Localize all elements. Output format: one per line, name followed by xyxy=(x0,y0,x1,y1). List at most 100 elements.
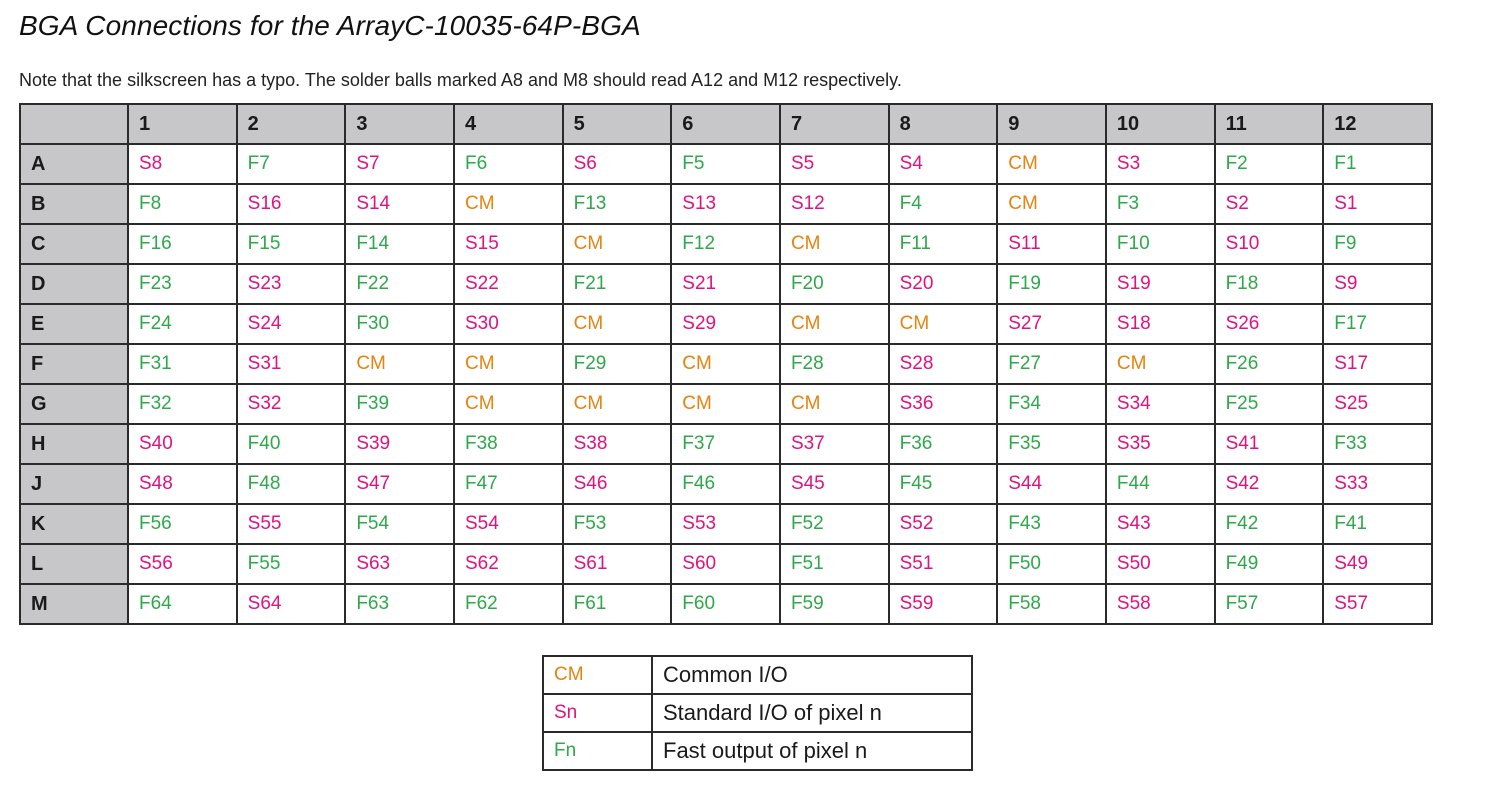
ball-cell: S53 xyxy=(670,503,781,545)
ball-cell: S55 xyxy=(235,503,347,545)
ball-cell: CM xyxy=(561,383,673,425)
ball-cell: F15 xyxy=(235,223,347,265)
column-header: 3 xyxy=(344,103,455,145)
ball-cell: CM xyxy=(561,303,673,345)
ball-cell: S8 xyxy=(127,143,238,185)
ball-cell: S9 xyxy=(1322,263,1433,305)
ball-cell: F7 xyxy=(235,143,347,185)
silkscreen-note: Note that the silkscreen has a typo. The… xyxy=(19,70,902,90)
ball-cell: CM xyxy=(1104,343,1216,385)
ball-cell: S46 xyxy=(561,463,673,505)
ball-cell: S60 xyxy=(670,543,781,585)
ball-cell: F26 xyxy=(1213,343,1325,385)
ball-cell: F1 xyxy=(1322,143,1433,185)
ball-cell: F28 xyxy=(778,343,890,385)
ball-cell: S11 xyxy=(996,223,1107,265)
ball-cell: CM xyxy=(996,143,1107,185)
ball-cell: S1 xyxy=(1322,183,1433,225)
ball-cell: S28 xyxy=(887,343,999,385)
row-header: M xyxy=(19,583,129,625)
ball-cell: F49 xyxy=(1213,543,1325,585)
row-header: B xyxy=(19,183,129,225)
legend-body: CM Common I/O Sn Standard I/O of pixel n Fn F… xyxy=(542,655,973,771)
ball-cell: S23 xyxy=(235,263,347,305)
ball-cell: S57 xyxy=(1322,583,1433,625)
ball-cell: S43 xyxy=(1104,503,1216,545)
bga-connections-table: 1 2 3 4 5 6 7 8 9 10 11 12 A S8 F7 S7 F6 S6 F5 S5 S4 CM S3 F2 F… xyxy=(19,103,1433,625)
ball-cell: S31 xyxy=(235,343,347,385)
ball-cell: F10 xyxy=(1104,223,1216,265)
ball-cell: F64 xyxy=(127,583,238,625)
legend-description: Fast output of pixel n xyxy=(651,731,973,771)
ball-cell: S34 xyxy=(1104,383,1216,425)
row-header: L xyxy=(19,543,129,585)
ball-cell: F56 xyxy=(127,503,238,545)
ball-cell: F50 xyxy=(996,543,1107,585)
table-row: K F56 S55 F54 S54 F53 S53 F52 S52 F43 S43 F42 F41 xyxy=(19,503,1433,545)
ball-cell: F19 xyxy=(996,263,1107,305)
ball-cell: F27 xyxy=(996,343,1107,385)
ball-cell: S18 xyxy=(1104,303,1216,345)
ball-cell: F59 xyxy=(778,583,890,625)
ball-cell: F31 xyxy=(127,343,238,385)
ball-cell: F9 xyxy=(1322,223,1433,265)
table-row: L S56 F55 S63 S62 S61 S60 F51 S51 F50 S50 F49 S49 xyxy=(19,543,1433,585)
ball-cell: F30 xyxy=(344,303,455,345)
ball-cell: S44 xyxy=(996,463,1107,505)
legend-key: Sn xyxy=(542,693,653,733)
ball-cell: S3 xyxy=(1104,143,1216,185)
legend-description: Common I/O xyxy=(651,655,973,695)
ball-cell: F20 xyxy=(778,263,890,305)
ball-cell: F22 xyxy=(344,263,455,305)
ball-cell: S32 xyxy=(235,383,347,425)
ball-cell: S59 xyxy=(887,583,999,625)
ball-cell: F11 xyxy=(887,223,999,265)
ball-cell: CM xyxy=(996,183,1107,225)
ball-cell: F4 xyxy=(887,183,999,225)
ball-cell: F55 xyxy=(235,543,347,585)
ball-cell: S27 xyxy=(996,303,1107,345)
ball-cell: S4 xyxy=(887,143,999,185)
ball-cell: CM xyxy=(344,343,455,385)
ball-cell: S13 xyxy=(670,183,781,225)
ball-cell: S10 xyxy=(1213,223,1325,265)
ball-cell: F38 xyxy=(452,423,564,465)
ball-cell: S12 xyxy=(778,183,890,225)
ball-cell: S39 xyxy=(344,423,455,465)
ball-cell: F47 xyxy=(452,463,564,505)
ball-cell: F5 xyxy=(670,143,781,185)
ball-cell: S22 xyxy=(452,263,564,305)
ball-cell: F23 xyxy=(127,263,238,305)
ball-cell: S62 xyxy=(452,543,564,585)
ball-cell: F21 xyxy=(561,263,673,305)
ball-cell: CM xyxy=(452,343,564,385)
ball-cell: F17 xyxy=(1322,303,1433,345)
column-header: 7 xyxy=(778,103,890,145)
column-header: 9 xyxy=(996,103,1107,145)
row-header: K xyxy=(19,503,129,545)
ball-cell: S24 xyxy=(235,303,347,345)
table-row: G F32 S32 F39 CM CM CM CM S36 F34 S34 F25 S25 xyxy=(19,383,1433,425)
ball-cell: S61 xyxy=(561,543,673,585)
ball-cell: S17 xyxy=(1322,343,1433,385)
ball-cell: S30 xyxy=(452,303,564,345)
ball-cell: S38 xyxy=(561,423,673,465)
ball-cell: S16 xyxy=(235,183,347,225)
ball-cell: F18 xyxy=(1213,263,1325,305)
ball-cell: F63 xyxy=(344,583,455,625)
ball-cell: F12 xyxy=(670,223,781,265)
ball-cell: F58 xyxy=(996,583,1107,625)
ball-cell: CM xyxy=(778,223,890,265)
row-header: C xyxy=(19,223,129,265)
legend-key: CM xyxy=(542,655,653,695)
ball-cell: F32 xyxy=(127,383,238,425)
ball-cell: F16 xyxy=(127,223,238,265)
ball-cell: S56 xyxy=(127,543,238,585)
ball-cell: S15 xyxy=(452,223,564,265)
ball-cell: S49 xyxy=(1322,543,1433,585)
ball-cell: S40 xyxy=(127,423,238,465)
ball-cell: F36 xyxy=(887,423,999,465)
ball-cell: CM xyxy=(452,183,564,225)
column-header-row: 1 2 3 4 5 6 7 8 9 10 11 12 xyxy=(19,103,1433,145)
ball-cell: F14 xyxy=(344,223,455,265)
